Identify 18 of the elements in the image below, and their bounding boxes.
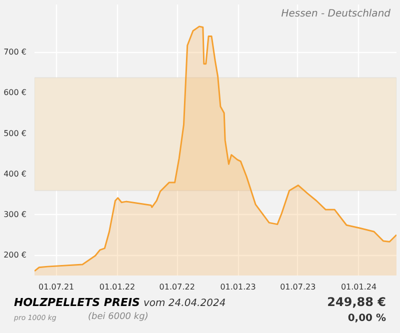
text: 249,88 €: [327, 294, 386, 311]
text: vom 24.04.2024: [143, 298, 226, 309]
y-tick-label: 500 €: [4, 128, 27, 138]
y-tick-label: 700 €: [4, 48, 27, 57]
text: HOLZPELLETS PREIS: [14, 296, 140, 309]
x-tick-label: 01.01.23: [220, 282, 256, 292]
x-tick-label: 01.01.22: [99, 282, 136, 292]
y-tick-label: 400 €: [4, 169, 27, 178]
x-tick-label: 01.01.24: [340, 282, 377, 292]
text: (bei 6000 kg): [88, 312, 148, 322]
x-tick-label: 01.07.22: [159, 282, 195, 292]
y-tick-label: 600 €: [4, 88, 27, 98]
x-tick-label: 01.07.23: [280, 282, 316, 292]
y-tick-label: 300 €: [4, 210, 27, 220]
x-tick-label: 01.07.21: [38, 282, 74, 292]
annotation: Hessen - Deutschland: [281, 8, 392, 20]
y-tick-label: 200 €: [4, 250, 27, 260]
text: 0,00 %: [348, 312, 386, 326]
